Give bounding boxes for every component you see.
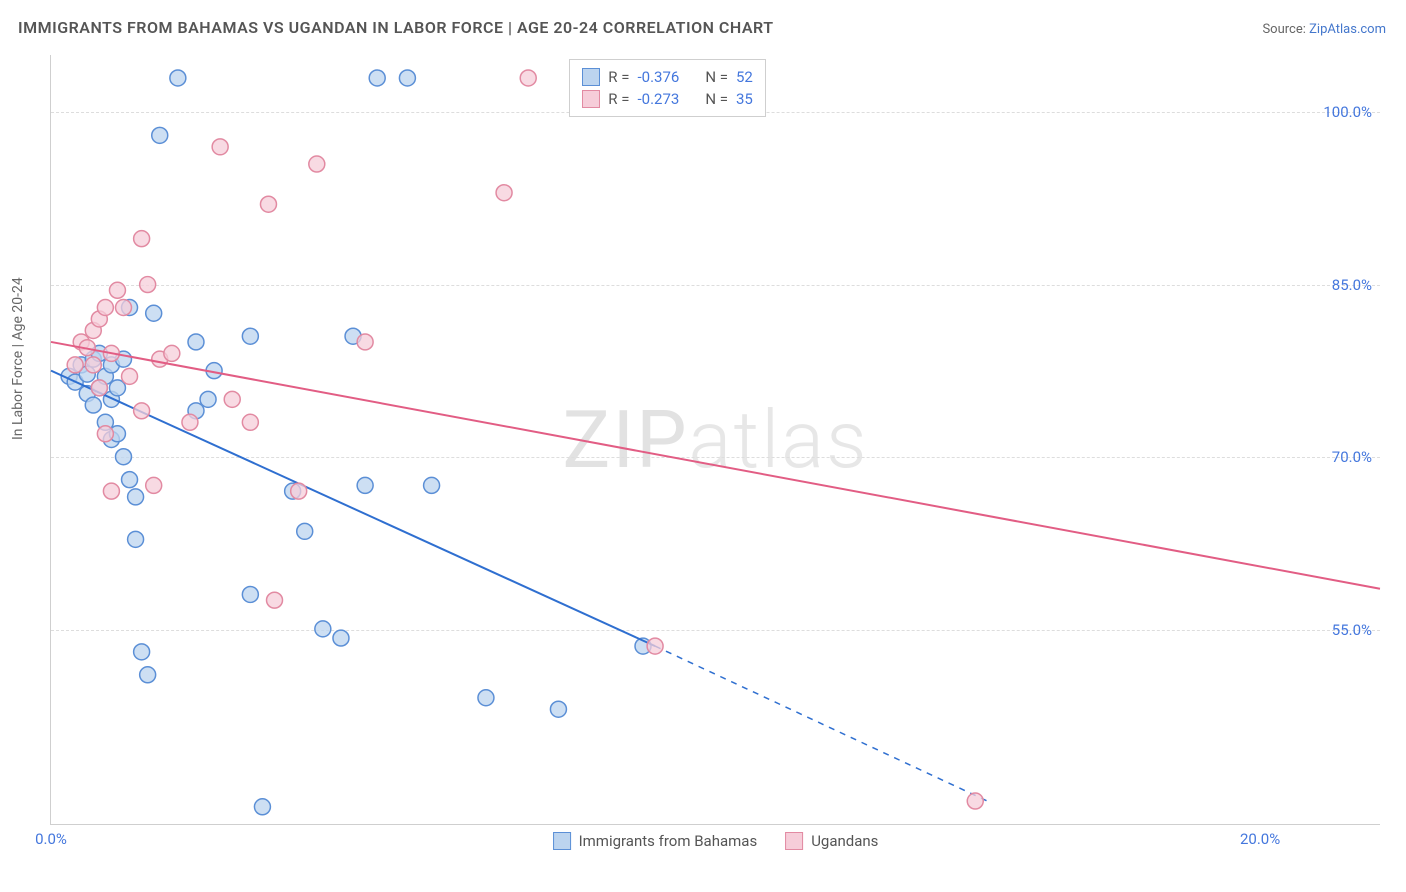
data-point (164, 345, 180, 361)
data-point (134, 231, 150, 247)
data-point (146, 477, 162, 493)
data-point (109, 282, 125, 298)
data-point (97, 300, 113, 316)
stat-n-value: 52 (736, 68, 753, 86)
data-point (297, 523, 313, 539)
data-point (115, 300, 131, 316)
stat-n-value: 35 (736, 90, 753, 108)
y-tick-label: 55.0% (1332, 621, 1372, 639)
data-point (242, 586, 258, 602)
legend-label: Immigrants from Bahamas (579, 832, 758, 850)
y-tick-label: 70.0% (1332, 448, 1372, 466)
stat-r-label: R = (608, 68, 629, 86)
legend-swatch (553, 832, 571, 850)
data-point (200, 391, 216, 407)
data-point (254, 799, 270, 815)
stat-n-label: N = (705, 68, 728, 86)
stats-legend-row: R = -0.376 N = 52 (582, 66, 753, 88)
series-legend: Immigrants from Bahamas Ugandans (553, 832, 879, 850)
data-point (260, 196, 276, 212)
x-tick-label: 0.0% (35, 830, 67, 848)
data-point (424, 477, 440, 493)
data-point (520, 70, 536, 86)
legend-label: Ugandans (811, 832, 878, 850)
legend-item: Immigrants from Bahamas (553, 832, 758, 850)
data-point (399, 70, 415, 86)
data-point (85, 357, 101, 373)
y-tick-label: 100.0% (1323, 103, 1372, 121)
data-point (224, 391, 240, 407)
source-attribution: Source: ZipAtlas.com (1262, 22, 1386, 37)
data-point (152, 127, 168, 143)
legend-item: Ugandans (785, 832, 878, 850)
data-point (333, 630, 349, 646)
stat-r-value: -0.376 (638, 68, 680, 86)
data-point (188, 334, 204, 350)
data-point (182, 414, 198, 430)
data-point (291, 483, 307, 499)
data-point (647, 638, 663, 654)
chart-svg (51, 55, 1380, 824)
data-point (115, 449, 131, 465)
legend-swatch (582, 90, 600, 108)
data-point (242, 328, 258, 344)
stats-legend: R = -0.376 N = 52 R = -0.273 N = 35 (569, 59, 766, 117)
source-link[interactable]: ZipAtlas.com (1309, 22, 1386, 37)
x-tick-label: 20.0% (1240, 830, 1280, 848)
y-axis-label: In Labor Force | Age 20-24 (10, 277, 26, 440)
chart-title: IMMIGRANTS FROM BAHAMAS VS UGANDAN IN LA… (18, 18, 774, 37)
data-point (550, 701, 566, 717)
data-point (146, 305, 162, 321)
data-point (128, 531, 144, 547)
data-point (478, 690, 494, 706)
data-point (170, 70, 186, 86)
stat-n-label: N = (705, 90, 728, 108)
data-point (134, 403, 150, 419)
source-label: Source: (1262, 22, 1305, 37)
trend-line (51, 342, 1380, 589)
legend-swatch (785, 832, 803, 850)
data-point (267, 592, 283, 608)
data-point (140, 277, 156, 293)
data-point (309, 156, 325, 172)
data-point (128, 489, 144, 505)
legend-swatch (582, 68, 600, 86)
y-tick-label: 85.0% (1332, 276, 1372, 294)
data-point (315, 621, 331, 637)
plot-area: ZIPatlas R =-0.376N =52R =-0.273N =35 Im… (50, 55, 1380, 825)
data-point (85, 397, 101, 413)
stats-legend-row: R = -0.273 N = 35 (582, 88, 753, 110)
data-point (122, 368, 138, 384)
data-point (967, 793, 983, 809)
data-point (103, 483, 119, 499)
data-point (109, 380, 125, 396)
data-point (357, 477, 373, 493)
stat-r-label: R = (608, 90, 629, 108)
trend-line-dashed (655, 646, 987, 801)
data-point (212, 139, 228, 155)
data-point (122, 472, 138, 488)
data-point (97, 426, 113, 442)
data-point (357, 334, 373, 350)
data-point (134, 644, 150, 660)
data-point (91, 380, 107, 396)
stat-r-value: -0.273 (638, 90, 680, 108)
data-point (369, 70, 385, 86)
data-point (242, 414, 258, 430)
data-point (67, 357, 83, 373)
data-point (140, 667, 156, 683)
data-point (496, 185, 512, 201)
